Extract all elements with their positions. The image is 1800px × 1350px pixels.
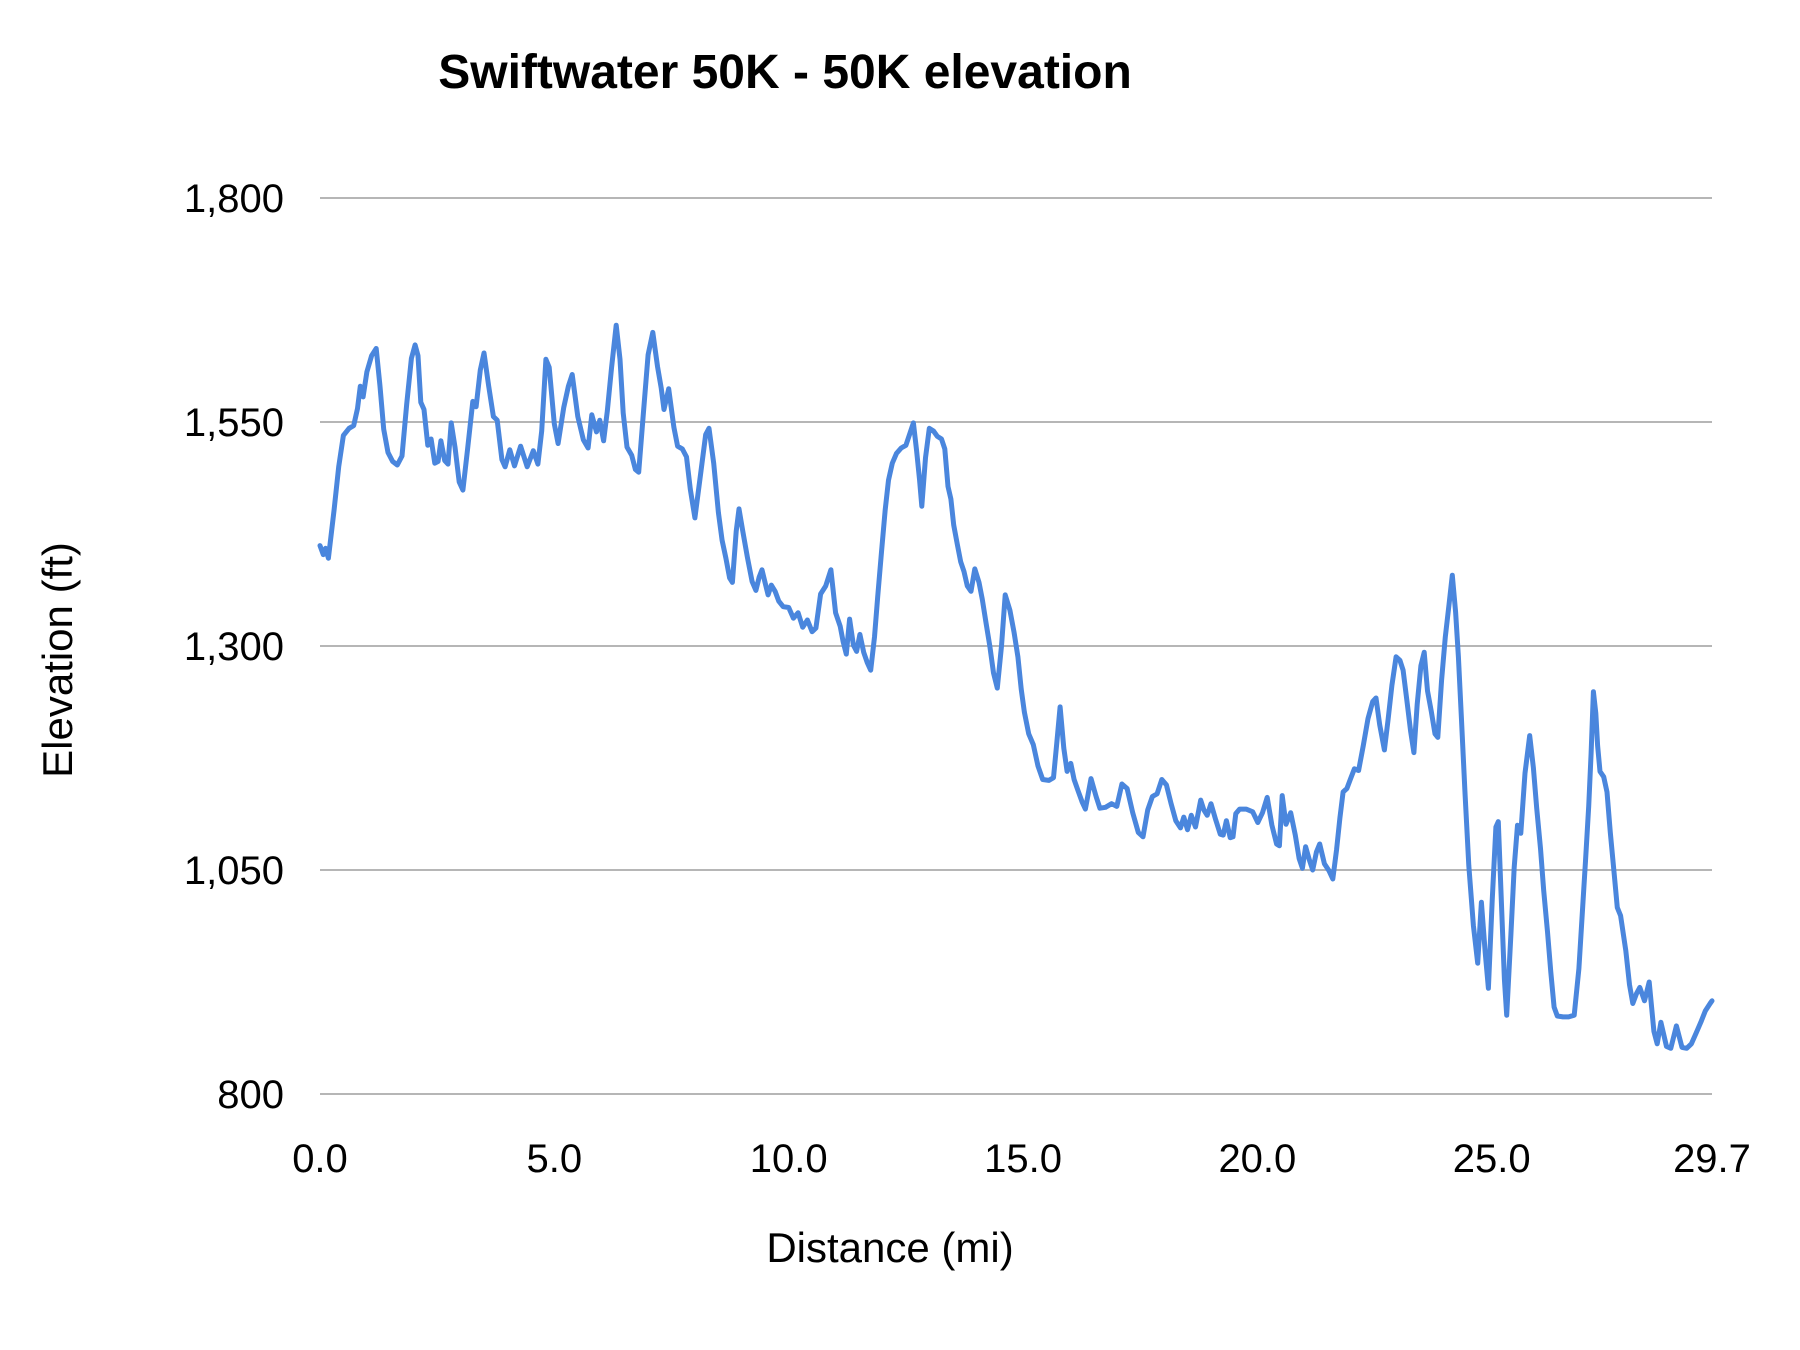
elevation-line-series (317, 322, 1715, 1051)
y-tick-label-800: 800 (217, 1073, 284, 1117)
y-tick-label-1800: 1,800 (184, 177, 284, 221)
x-tick-label-5: 5.0 (527, 1137, 583, 1181)
x-tick-label-20: 20.0 (1218, 1137, 1296, 1181)
x-axis-tick-labels: 0.0 5.0 10.0 15.0 20.0 25.0 29.7 (292, 1137, 1751, 1181)
x-tick-label-10: 10.0 (750, 1137, 828, 1181)
y-tick-label-1300: 1,300 (184, 625, 284, 669)
x-tick-label-15: 15.0 (984, 1137, 1062, 1181)
chart-title: Swiftwater 50K - 50K elevation (438, 46, 1132, 99)
y-axis-title: Elevation (ft) (34, 542, 81, 778)
x-tick-label-0: 0.0 (292, 1137, 348, 1181)
y-tick-label-1550: 1,550 (184, 401, 284, 445)
y-axis-tick-labels: 800 1,050 1,300 1,550 1,800 (184, 177, 284, 1117)
x-tick-label-25: 25.0 (1453, 1137, 1531, 1181)
y-tick-label-1050: 1,050 (184, 849, 284, 893)
x-axis-title: Distance (mi) (766, 1224, 1013, 1271)
x-tick-label-29.7: 29.7 (1673, 1137, 1751, 1181)
